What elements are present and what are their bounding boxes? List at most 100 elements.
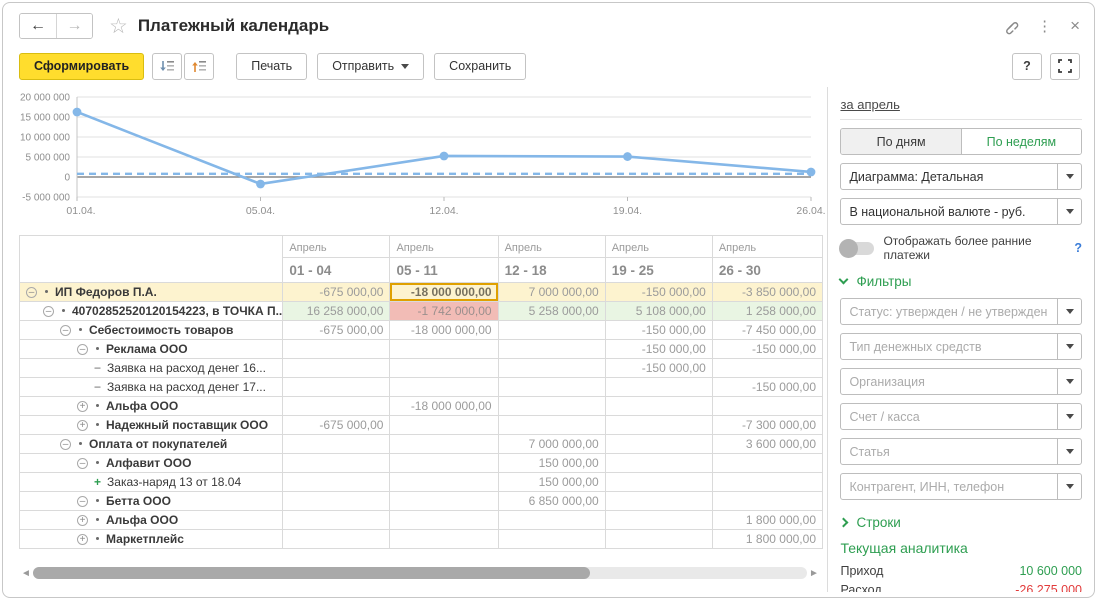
amount-cell[interactable]: 3 600 000,00 [711, 434, 824, 454]
amount-cell[interactable] [389, 415, 499, 435]
amount-cell[interactable] [711, 472, 824, 492]
column-month-header[interactable]: Апрель [604, 235, 713, 258]
amount-cell[interactable]: -1 742 000,00 [389, 301, 499, 321]
amount-cell[interactable] [497, 396, 606, 416]
amount-cell[interactable]: 1 800 000,00 [711, 510, 824, 530]
amount-cell[interactable] [604, 396, 713, 416]
selected-amount-cell[interactable]: -18 000 000,00 [389, 282, 499, 302]
amount-cell[interactable] [604, 377, 713, 397]
filter-combo[interactable]: Статус: утвержден / не утвержден [840, 298, 1082, 325]
amount-cell[interactable] [282, 510, 391, 530]
collapse-node-icon[interactable]: – [77, 496, 88, 507]
table-row[interactable]: + Альфа ООО -18 000 000,00 [18, 396, 824, 416]
filter-combo[interactable]: Тип денежных средств [840, 333, 1082, 360]
amount-cell[interactable]: -150 000,00 [711, 377, 824, 397]
table-row[interactable]: – Реклама ООО -150 000,00 -150 000,00 [18, 339, 824, 359]
amount-cell[interactable]: 1 258 000,00 [711, 301, 824, 321]
amount-cell[interactable] [389, 453, 499, 473]
amount-cell[interactable]: -675 000,00 [282, 415, 391, 435]
amount-cell[interactable]: -150 000,00 [604, 339, 713, 359]
diagram-select[interactable]: Диаграмма: Детальная [840, 163, 1082, 190]
currency-select-caret[interactable] [1057, 199, 1081, 224]
amount-cell[interactable]: 6 850 000,00 [497, 491, 606, 511]
collapse-node-icon[interactable]: – [26, 287, 37, 298]
table-row[interactable]: – ИП Федоров П.А. -675 000,00 -18 000 000,0… [18, 282, 824, 302]
filter-caret[interactable] [1057, 404, 1081, 429]
amount-cell[interactable] [604, 453, 713, 473]
expand-node-icon[interactable]: + [77, 515, 88, 526]
more-menu-icon[interactable]: ⋮ [1037, 18, 1053, 35]
table-row[interactable]: + Альфа ООО 1 800 000,00 [18, 510, 824, 530]
row-name-cell[interactable]: + Надежный поставщик ООО [18, 415, 284, 435]
collapse-node-icon[interactable]: – [43, 306, 54, 317]
row-name-cell[interactable]: – Алфавит ООО [18, 453, 284, 473]
column-range-header[interactable]: 12 - 18 [497, 257, 606, 283]
back-button[interactable]: ← [20, 14, 56, 38]
amount-cell[interactable] [389, 510, 499, 530]
column-month-header[interactable]: Апрель [282, 235, 391, 258]
amount-cell[interactable]: 7 000 000,00 [497, 282, 606, 302]
scroll-right-arrow[interactable]: ► [809, 567, 819, 579]
amount-cell[interactable] [497, 510, 606, 530]
amount-cell[interactable] [282, 472, 391, 492]
amount-cell[interactable] [389, 339, 499, 359]
filter-combo[interactable]: Контрагент, ИНН, телефон [840, 473, 1082, 500]
fullscreen-button[interactable] [1050, 52, 1080, 80]
expand-node-icon[interactable]: + [77, 420, 88, 431]
scroll-left-arrow[interactable]: ◄ [21, 567, 31, 579]
table-row[interactable]: + Заказ-наряд 13 от 18.04 150 000,00 [18, 472, 824, 492]
tab-by-weeks[interactable]: По неделям [961, 129, 1082, 154]
scrollbar-thumb[interactable] [33, 567, 591, 579]
table-row[interactable]: – Бетта ООО 6 850 000,00 [18, 491, 824, 511]
row-name-cell[interactable]: + Маркетплейс [18, 529, 284, 549]
amount-cell[interactable]: -675 000,00 [282, 282, 391, 302]
amount-cell[interactable] [604, 510, 713, 530]
amount-cell[interactable] [282, 434, 391, 454]
period-link[interactable]: за апрель [840, 97, 900, 112]
row-name-cell[interactable]: – Оплата от покупателей [18, 434, 284, 454]
amount-cell[interactable] [282, 453, 391, 473]
column-month-header[interactable]: Апрель [389, 235, 499, 258]
row-name-cell[interactable]: + Заказ-наряд 13 от 18.04 [18, 472, 284, 492]
amount-cell[interactable] [711, 358, 824, 378]
tab-by-days[interactable]: По дням [841, 129, 962, 154]
amount-cell[interactable] [711, 396, 824, 416]
favorite-star-icon[interactable]: ☆ [109, 14, 128, 38]
save-button[interactable]: Сохранить [434, 52, 527, 80]
row-name-cell[interactable]: − Заявка на расход денег 16... [18, 358, 284, 378]
filter-combo[interactable]: Счет / касса [840, 403, 1082, 430]
filter-combo[interactable]: Организация [840, 368, 1082, 395]
amount-cell[interactable] [389, 529, 499, 549]
table-row[interactable]: + Надежный поставщик ООО -675 000,00 -7 300… [18, 415, 824, 435]
filters-section-header[interactable]: Фильтры [839, 274, 1082, 289]
help-button[interactable]: ? [1012, 52, 1042, 80]
amount-cell[interactable]: -7 450 000,00 [711, 320, 824, 340]
table-row[interactable]: – Оплата от покупателей 7 000 000,00 3 600 … [18, 434, 824, 454]
amount-cell[interactable]: 150 000,00 [497, 472, 606, 492]
generate-button[interactable]: Сформировать [19, 52, 145, 80]
toggle-help-icon[interactable]: ? [1074, 241, 1082, 255]
amount-cell[interactable] [389, 377, 499, 397]
amount-cell[interactable]: 150 000,00 [497, 453, 606, 473]
filter-caret[interactable] [1057, 439, 1081, 464]
print-button[interactable]: Печать [236, 52, 308, 80]
amount-cell[interactable] [497, 415, 606, 435]
column-range-header[interactable]: 19 - 25 [604, 257, 713, 283]
amount-cell[interactable]: -150 000,00 [711, 339, 824, 359]
collapse-node-icon[interactable]: – [77, 458, 88, 469]
amount-cell[interactable] [604, 529, 713, 549]
collapse-all-button[interactable] [184, 52, 215, 80]
table-row[interactable]: − Заявка на расход денег 17... -150 000,00 [18, 377, 824, 397]
expand-all-button[interactable] [152, 52, 183, 80]
expand-node-icon[interactable]: + [77, 534, 88, 545]
expand-node-icon[interactable]: + [77, 401, 88, 412]
amount-cell[interactable]: 7 000 000,00 [497, 434, 606, 454]
row-name-cell[interactable]: + Альфа ООО [18, 396, 284, 416]
diagram-select-caret[interactable] [1057, 164, 1081, 189]
collapse-node-icon[interactable]: – [60, 325, 71, 336]
amount-cell[interactable]: -675 000,00 [282, 320, 391, 340]
amount-cell[interactable]: 1 800 000,00 [711, 529, 824, 549]
amount-cell[interactable]: -150 000,00 [604, 282, 713, 302]
amount-cell[interactable]: 5 108 000,00 [604, 301, 713, 321]
scrollbar-track[interactable] [33, 567, 807, 579]
